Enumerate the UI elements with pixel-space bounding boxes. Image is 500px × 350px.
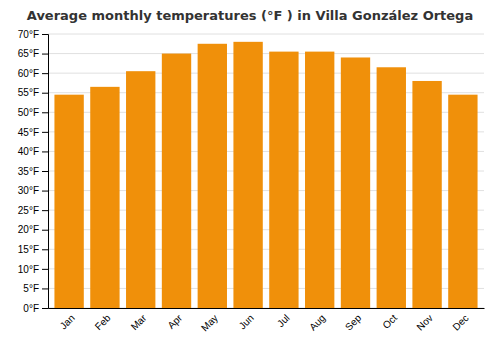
y-tick-label: 55°F (18, 87, 39, 98)
x-tick: Dec (450, 312, 470, 332)
y-tick: 35°F (18, 166, 48, 177)
x-tick: Mar (129, 312, 149, 332)
x-tick-label: May (199, 312, 220, 333)
y-tick-mark (42, 73, 48, 74)
x-tick-label: Feb (93, 312, 113, 332)
x-tick: Apr (166, 312, 185, 331)
x-tick-label: Mar (129, 312, 149, 332)
chart-title: Average monthly temperatures (°F ) in Vi… (27, 8, 473, 23)
grid (48, 34, 484, 308)
y-tick-label: 70°F (18, 29, 39, 40)
x-tick: May (199, 312, 220, 333)
chart-svg: Average monthly temperatures (°F ) in Vi… (0, 0, 500, 350)
y-tick-mark (42, 151, 48, 152)
x-tick-label: Apr (166, 312, 185, 331)
bar (90, 87, 119, 308)
y-tick-mark (42, 269, 48, 270)
y-tick-mark (42, 54, 48, 55)
grid-line (48, 73, 484, 74)
bars (54, 42, 477, 308)
x-tick: Jun (237, 312, 256, 331)
y-tick: 5°F (23, 283, 48, 294)
y-tick-label: 35°F (18, 166, 39, 177)
y-tick: 20°F (18, 224, 48, 235)
grid-line (48, 53, 484, 54)
y-tick: 40°F (18, 146, 48, 157)
y-tick: 50°F (18, 107, 48, 118)
y-tick-label: 10°F (18, 264, 39, 275)
bar (126, 71, 155, 308)
y-tick-label: 25°F (18, 205, 39, 216)
y-tick: 25°F (18, 205, 48, 216)
x-tick: Oct (380, 312, 399, 331)
bar (269, 52, 298, 308)
y-tick-mark (42, 93, 48, 94)
bar (377, 67, 406, 308)
bar (412, 81, 441, 308)
x-tick-label: Oct (380, 312, 399, 331)
y-tick-mark (42, 210, 48, 211)
y-tick: 55°F (18, 87, 48, 98)
y-tick-mark (42, 288, 48, 289)
y-tick-mark (42, 249, 48, 250)
y-tick-label: 20°F (18, 224, 39, 235)
y-tick-mark (42, 171, 48, 172)
x-tick-label: Jun (237, 312, 256, 331)
bar (305, 52, 334, 308)
y-tick: 15°F (18, 244, 48, 255)
y-tick-label: 0°F (23, 303, 39, 314)
bar (448, 95, 477, 308)
bar (54, 95, 83, 308)
x-tick-label: Aug (307, 312, 327, 332)
y-tick: 70°F (18, 29, 48, 40)
chart-container: Average monthly temperatures (°F ) in Vi… (0, 0, 500, 350)
x-tick: Nov (414, 312, 434, 332)
x-tick-label: Jan (58, 312, 77, 331)
x-tick: Sep (343, 312, 364, 333)
y-tick-label: 30°F (18, 185, 39, 196)
y-tick-label: 15°F (18, 244, 39, 255)
x-tick-label: Jul (275, 312, 292, 329)
bar (198, 44, 227, 308)
y-tick-mark (42, 308, 48, 309)
x-axis: Jan Feb Mar Apr May Jun Jul Aug Sep Oct Nov Dec (49, 309, 485, 334)
y-tick-label: 45°F (18, 127, 39, 138)
y-tick-label: 65°F (18, 48, 39, 59)
x-tick-label: Dec (450, 312, 470, 332)
x-tick: Feb (93, 312, 113, 332)
grid-line (48, 34, 484, 35)
y-tick-mark (42, 132, 48, 133)
x-tick: Jul (275, 312, 292, 329)
y-axis-line (42, 35, 49, 309)
y-tick-label: 60°F (18, 68, 39, 79)
x-tick-label: Nov (414, 312, 434, 332)
y-tick-label: 40°F (18, 146, 39, 157)
y-tick: 0°F (23, 303, 48, 314)
bar (233, 42, 262, 308)
y-tick-label: 50°F (18, 107, 39, 118)
y-tick-mark (42, 191, 48, 192)
bar (162, 54, 191, 308)
y-tick: 45°F (18, 127, 48, 138)
y-tick-label: 5°F (23, 283, 39, 294)
y-tick: 30°F (18, 185, 48, 196)
y-tick-mark (42, 230, 48, 231)
y-tick-mark (42, 112, 48, 113)
y-tick: 65°F (18, 48, 48, 59)
plot: 0°F 5°F 10°F 15°F 20°F 25°F 30°F 35°F 40°F 45°F 50… (18, 29, 485, 334)
y-tick-mark (42, 34, 48, 35)
x-tick: Jan (58, 312, 77, 331)
y-tick: 60°F (18, 68, 48, 79)
x-tick-label: Sep (343, 312, 364, 333)
bar (341, 57, 370, 308)
x-axis-line (49, 308, 485, 309)
x-tick: Aug (307, 312, 327, 332)
y-tick: 10°F (18, 264, 48, 275)
y-axis: 0°F 5°F 10°F 15°F 20°F 25°F 30°F 35°F 40°F 45°F 50… (18, 29, 49, 314)
